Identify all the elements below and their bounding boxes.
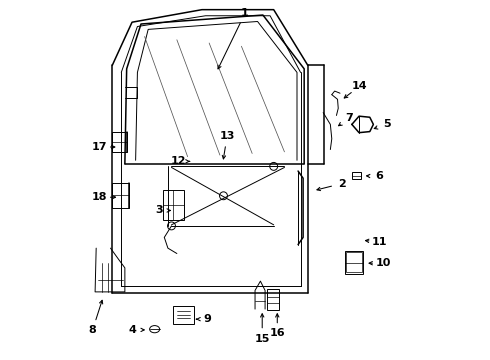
Bar [112, 132, 126, 152]
Text: 2: 2 [338, 179, 346, 189]
Text: 18: 18 [92, 192, 107, 202]
Text: 17: 17 [92, 142, 107, 152]
Text: 8: 8 [89, 325, 97, 335]
Text: 5: 5 [383, 120, 391, 129]
Text: 16: 16 [270, 328, 285, 338]
Text: 1: 1 [241, 8, 249, 18]
Text: 10: 10 [375, 258, 391, 268]
Text: 3: 3 [155, 206, 163, 216]
Text: 13: 13 [220, 131, 235, 141]
Bar [173, 306, 194, 324]
Bar [112, 183, 129, 208]
Text: 6: 6 [375, 171, 383, 181]
Bar [267, 289, 279, 310]
Text: 4: 4 [128, 325, 136, 335]
Text: 14: 14 [352, 81, 368, 91]
Text: 12: 12 [171, 156, 186, 166]
Text: 15: 15 [254, 333, 270, 343]
Text: 9: 9 [203, 314, 211, 324]
Text: 11: 11 [372, 237, 387, 247]
Text: 7: 7 [345, 113, 353, 123]
Bar [352, 172, 361, 179]
Bar [344, 251, 364, 274]
Bar [163, 190, 184, 220]
Bar [346, 252, 362, 272]
